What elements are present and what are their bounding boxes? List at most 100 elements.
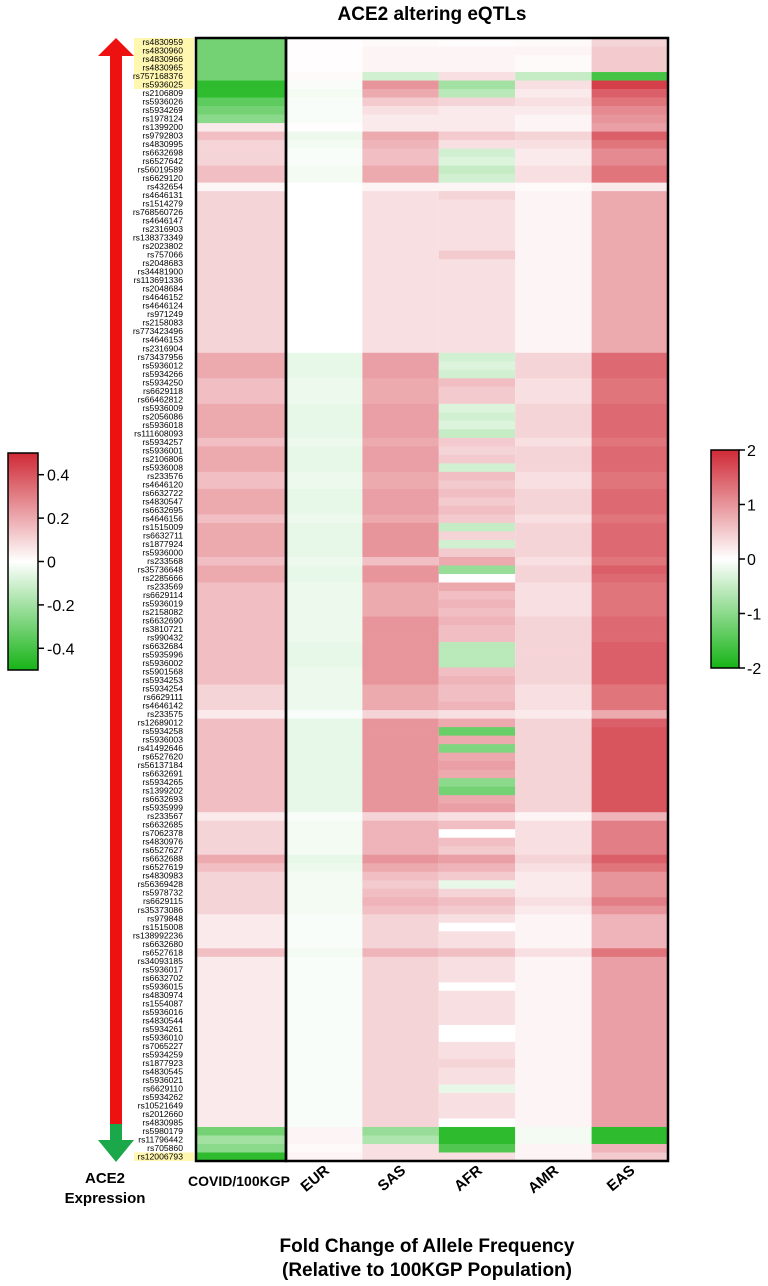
heatmap-cell — [286, 948, 363, 958]
heatmap-cell — [438, 727, 516, 736]
heatmap-cell — [438, 72, 516, 81]
heatmap-cell — [286, 735, 363, 745]
heatmap-cell — [438, 369, 516, 379]
heatmap-cell — [286, 693, 363, 702]
heatmap-cell — [286, 582, 363, 592]
heatmap-cell — [515, 973, 592, 983]
heatmap-cell — [362, 242, 439, 252]
heatmap-cell — [515, 412, 592, 422]
column-label: EAS — [604, 1162, 639, 1195]
heatmap-cell — [591, 437, 668, 447]
heatmap-cell — [591, 284, 668, 294]
row-label: rs233569 — [147, 581, 183, 591]
heatmap-cell — [515, 982, 592, 992]
colorbar-left-tick-label: 0.4 — [47, 468, 69, 485]
colorbar-right-tick-label: -1 — [747, 607, 761, 624]
heatmap-cell — [196, 446, 286, 456]
heatmap-cell — [196, 812, 286, 822]
heatmap-cell — [286, 471, 363, 481]
heatmap-cell — [438, 429, 516, 439]
heatmap-cell — [196, 727, 286, 736]
heatmap-cell — [362, 582, 439, 592]
row-label: rs5936025 — [142, 80, 183, 90]
heatmap-cell — [591, 327, 668, 337]
heatmap-cell — [591, 693, 668, 702]
heatmap-cell — [591, 403, 668, 413]
heatmap-cell — [286, 922, 363, 932]
heatmap-cell — [591, 386, 668, 396]
heatmap-cell — [438, 1101, 516, 1111]
heatmap-cell — [515, 497, 592, 507]
arrow-label-line2: Expression — [65, 1190, 146, 1207]
heatmap-cell — [591, 250, 668, 260]
heatmap-cell — [515, 1033, 592, 1043]
column-label: EUR — [298, 1162, 333, 1195]
heatmap-cell — [591, 778, 668, 788]
heatmap-cell — [591, 914, 668, 924]
row-label: rs9792803 — [142, 131, 183, 141]
heatmap-cell — [286, 616, 363, 626]
heatmap-cell — [515, 97, 592, 107]
heatmap-cell — [196, 488, 286, 498]
heatmap-cell — [591, 412, 668, 422]
row-label: rs5936026 — [142, 97, 183, 107]
heatmap-cell — [196, 914, 286, 924]
heatmap-cell — [362, 412, 439, 422]
heatmap-cell — [591, 80, 668, 90]
heatmap-cell — [196, 437, 286, 447]
heatmap-cell — [591, 182, 668, 192]
heatmap-cell — [196, 267, 286, 277]
heatmap-cell — [591, 812, 668, 822]
row-label: rs6629110 — [143, 1083, 183, 1093]
heatmap-cell — [438, 752, 516, 762]
heatmap-cell — [362, 727, 439, 736]
heatmap-cell — [515, 999, 592, 1009]
heatmap-cell — [515, 1050, 592, 1060]
heatmap-cell — [286, 956, 363, 966]
heatmap-cell — [286, 650, 363, 660]
row-label: rs6527642 — [142, 156, 183, 166]
colorbar-left-tick-label: -0.4 — [47, 641, 75, 658]
heatmap-cell — [515, 429, 592, 439]
heatmap-cell — [196, 965, 286, 975]
heatmap-cell — [591, 1024, 668, 1034]
heatmap-cell — [286, 531, 363, 541]
heatmap-cell — [591, 123, 668, 132]
arrow-label-line1: ACE2 — [85, 1170, 125, 1187]
heatmap-cell — [286, 812, 363, 822]
heatmap-cell — [286, 1109, 363, 1119]
row-label-highlight — [134, 46, 194, 56]
heatmap-cell — [196, 778, 286, 788]
heatmap-cell — [438, 182, 516, 192]
heatmap-cell — [438, 446, 516, 456]
heatmap-cell — [438, 786, 516, 796]
row-label: rs4646156 — [142, 513, 183, 523]
heatmap-cell — [196, 395, 286, 405]
heatmap-cell — [286, 676, 363, 685]
heatmap-cell — [438, 97, 516, 107]
heatmap-cell — [286, 250, 363, 260]
heatmap-cell — [286, 80, 363, 90]
heatmap-cell — [515, 148, 592, 158]
row-label: rs6632695 — [142, 505, 183, 515]
heatmap-cell — [591, 642, 668, 651]
heatmap-cell — [438, 684, 516, 694]
heatmap-cell — [196, 1024, 286, 1034]
heatmap-cell — [196, 378, 286, 388]
heatmap-cell — [196, 386, 286, 396]
heatmap-cell — [515, 939, 592, 949]
heatmap-cell — [438, 488, 516, 498]
heatmap-cell — [438, 939, 516, 949]
row-label: rs11796442 — [138, 1134, 183, 1144]
heatmap-cell — [286, 1024, 363, 1034]
row-label-highlight — [134, 63, 194, 73]
heatmap-cell — [438, 769, 516, 779]
row-label: rs5936000 — [142, 547, 183, 557]
row-label: rs233567 — [147, 811, 183, 821]
heatmap-cell — [515, 633, 592, 643]
heatmap-cell — [515, 233, 592, 243]
heatmap-cell — [196, 982, 286, 992]
heatmap-cell — [591, 1143, 668, 1153]
heatmap-cell — [286, 352, 363, 362]
heatmap-cell — [286, 123, 363, 132]
